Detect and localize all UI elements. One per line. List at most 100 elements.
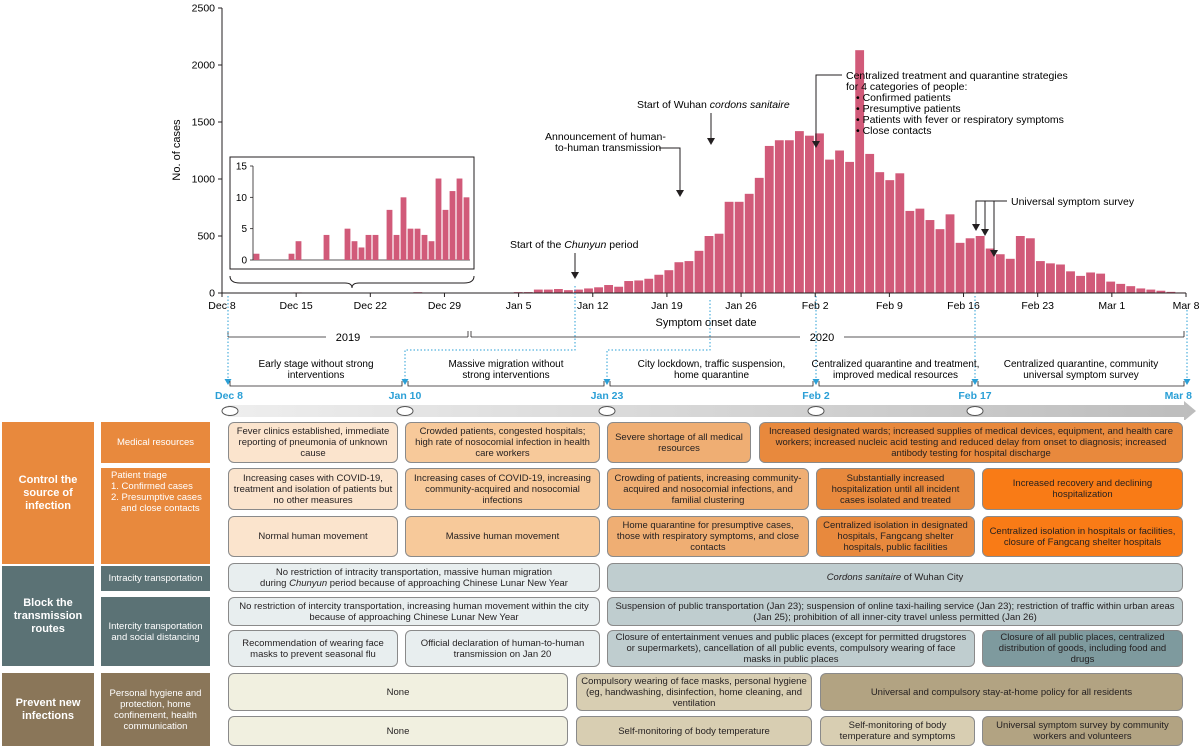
annotation-chunyun: Start of the Chunyun period — [510, 239, 639, 279]
cell-intercity-suspension: Suspension of public transportation (Jan… — [607, 597, 1183, 626]
annotation-survey-text: Universal symptom survey — [1011, 196, 1135, 208]
inset-bar — [407, 228, 414, 260]
inset-brace — [229, 275, 475, 289]
triage-title: Patient triage — [111, 470, 167, 481]
y-tick-label: 1000 — [192, 174, 216, 186]
bar — [975, 236, 985, 293]
cell-intracity-cordon: Cordons sanitaire of Wuhan City — [607, 563, 1183, 592]
period-label: Centralized quarantine, community — [1004, 359, 1159, 370]
x-ticks-group: Dec 8 Dec 15 Dec 22 Dec 29 Jan 5 Jan 12 Jan 19… — [208, 293, 1200, 312]
cell-medical-lockdown: Severe shortage of all medical resources — [607, 422, 751, 463]
timeline-oval — [598, 406, 616, 416]
bar — [1046, 263, 1055, 293]
inset-bars-group — [253, 178, 470, 260]
bars-group — [232, 50, 1186, 294]
bar — [654, 274, 664, 293]
bar — [574, 289, 583, 293]
bar — [674, 262, 684, 293]
bar — [815, 133, 824, 293]
period-label: strong interventions — [462, 370, 549, 381]
bar — [865, 153, 875, 293]
date-marker-icon — [1183, 379, 1191, 385]
date-marker-icon — [971, 379, 979, 385]
inset-y-tick-label: 0 — [241, 256, 247, 267]
bar — [624, 281, 634, 293]
inset-y-tick-label: 10 — [236, 193, 248, 204]
inset-bar — [323, 234, 330, 260]
date-markers-group: Dec 8 Jan 10 Jan 23 Feb 2 Feb 17 Mar 8 — [215, 379, 1192, 402]
cell-hygiene-masks: Compulsory wearing of face masks, person… — [576, 673, 812, 711]
cell-medical-migration: Crowded patients, congested hospitals; h… — [405, 422, 600, 463]
cell-distancing-lockdown: Closure of entertainment venues and publ… — [607, 630, 975, 667]
bar — [694, 250, 704, 293]
annotation-bullet: • Patients with fever or respiratory sym… — [856, 114, 1064, 126]
bar — [805, 135, 814, 293]
arrowhead-icon — [571, 272, 579, 279]
period-label: Early stage without strong — [258, 359, 373, 370]
inset-y-ticks-group: 0 5 10 15 — [236, 162, 253, 267]
cell-medical-early: Fever clinics established, immediate rep… — [228, 422, 398, 463]
bar — [1035, 261, 1045, 293]
bar — [1066, 271, 1075, 293]
y-tick-label: 2000 — [192, 60, 216, 72]
inset-bar — [414, 228, 421, 260]
bar — [1106, 281, 1116, 293]
inset-bar — [435, 178, 442, 260]
cell-movement-migration: Massive human movement — [405, 516, 600, 557]
cell-triage-centralized: Substantially increased hospitalization … — [816, 468, 975, 510]
inset-bar — [372, 234, 379, 260]
period-bracket — [407, 381, 605, 387]
y-tick-label: 0 — [209, 288, 215, 300]
inset-y-tick-label: 15 — [236, 162, 248, 173]
cell-triage-lockdown: Crowding of patients, increasing communi… — [607, 468, 809, 510]
y-axis-label: No. of cases — [171, 119, 183, 181]
cell-movement-early: Normal human movement — [228, 516, 398, 557]
arrowhead-icon — [676, 190, 684, 197]
y-tick-label: 500 — [197, 231, 215, 243]
x-tick-label: Dec 8 — [208, 300, 236, 312]
inset-bar — [421, 234, 428, 260]
bar — [604, 285, 614, 293]
bar — [985, 248, 995, 293]
cell-monitoring-survey: Universal symptom survey by community wo… — [982, 716, 1183, 746]
annotation-centralized-line2: for 4 categories of people: — [846, 81, 967, 93]
y-ticks-group: 0 500 1000 1500 2000 2500 — [192, 3, 222, 300]
x-tick-label: Jan 5 — [506, 300, 532, 312]
timeline-oval — [396, 406, 414, 416]
bar — [1025, 238, 1035, 293]
bar — [845, 161, 855, 293]
cell-triage-migration: Increasing cases of COVID-19, increasing… — [405, 468, 600, 510]
period-bracket — [818, 381, 973, 387]
inset-bar — [463, 197, 470, 260]
date-marker-icon — [224, 379, 232, 385]
date-marker-icon — [401, 379, 409, 385]
arrowhead-icon — [990, 250, 998, 257]
bar — [905, 210, 915, 293]
bar — [895, 173, 905, 293]
arrowhead-icon — [981, 229, 989, 236]
cell-isolation-survey: Centralized isolation in hospitals or fa… — [982, 516, 1183, 557]
x-tick-label: Jan 26 — [725, 300, 757, 312]
cell-intercity-before: No restriction of intercity transportati… — [228, 597, 600, 626]
bar — [553, 289, 563, 293]
annotation-chunyun-text: Start of the Chunyun period — [510, 239, 639, 251]
bar — [825, 159, 834, 293]
annotation-cordon: Start of Wuhan cordons sanitaire — [637, 99, 790, 145]
year-2020-label: 2020 — [810, 332, 834, 344]
bar — [634, 280, 644, 293]
annotation-centralized-line1: Centralized treatment and quarantine str… — [846, 70, 1068, 82]
bar — [614, 286, 624, 293]
inset-bar — [449, 191, 456, 260]
timeline-date-label: Jan 23 — [591, 390, 624, 402]
bar — [855, 50, 865, 294]
timeline-date-label: Mar 8 — [1165, 390, 1193, 402]
period-label: improved medical resources — [833, 370, 958, 381]
bar — [1056, 264, 1065, 293]
inset-bar — [428, 241, 435, 260]
bar — [955, 242, 965, 293]
bar — [1086, 272, 1096, 293]
inset-bar — [442, 209, 449, 260]
cell-distancing-survey: Closure of all public places, centralize… — [982, 630, 1183, 667]
